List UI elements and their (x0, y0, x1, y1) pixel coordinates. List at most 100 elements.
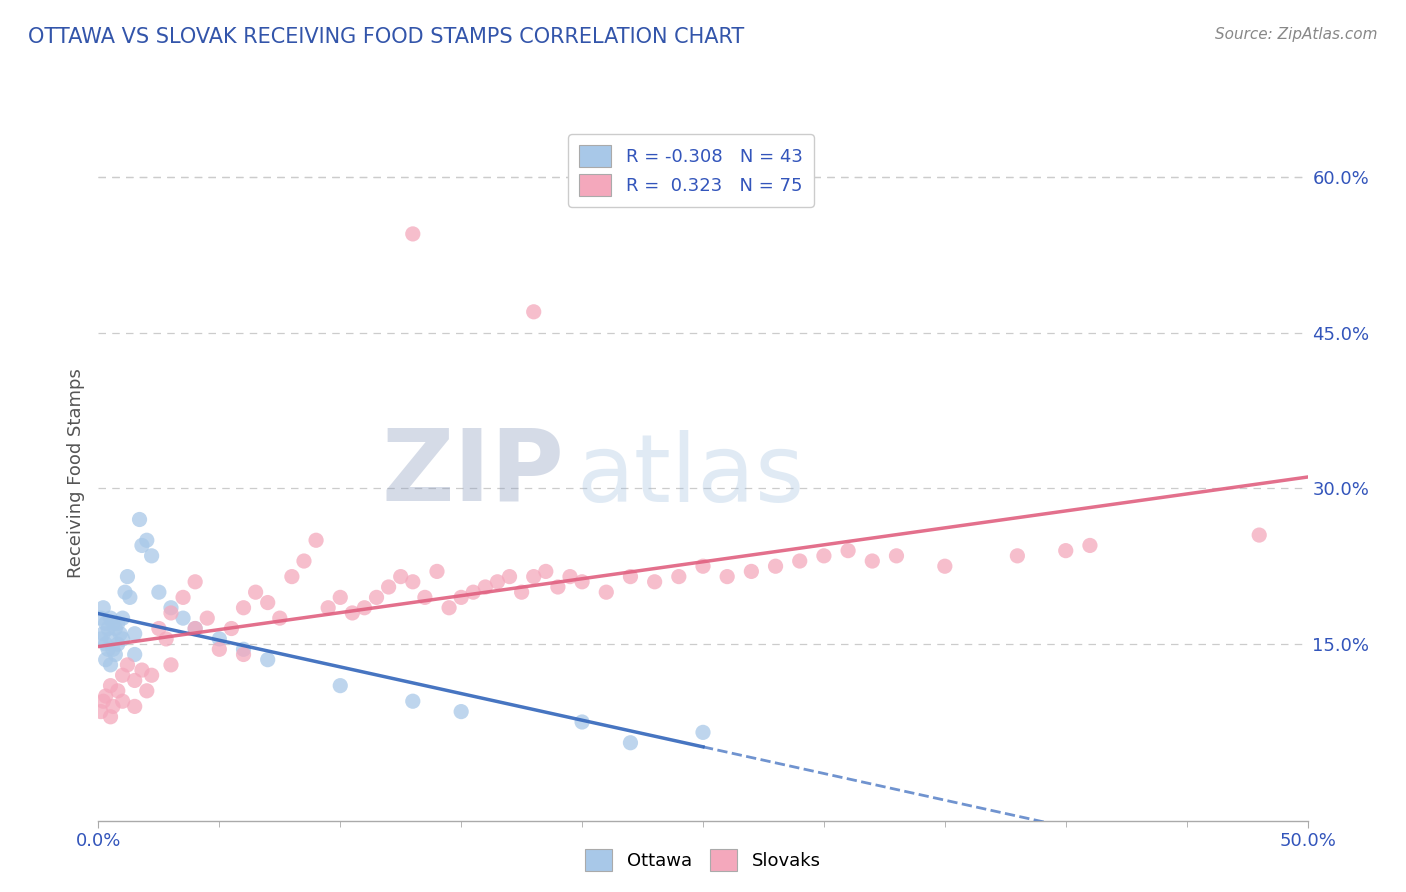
Text: Source: ZipAtlas.com: Source: ZipAtlas.com (1215, 27, 1378, 42)
Point (547, 580, 569, 594)
Point (292, 554, 315, 568)
Point (413, 591, 436, 605)
Point (692, 725, 714, 739)
Point (111, 632, 134, 646)
Point (765, 559, 787, 574)
Text: atlas: atlas (576, 430, 804, 522)
Point (117, 657, 139, 672)
Point (107, 683, 129, 698)
Y-axis label: Receiving Food Stamps: Receiving Food Stamps (66, 368, 84, 578)
Point (172, 591, 194, 605)
Point (141, 668, 163, 682)
Point (104, 622, 127, 636)
Point (91, 626, 114, 640)
Point (402, 694, 425, 708)
Point (837, 543, 859, 558)
Point (245, 585, 267, 599)
Point (316, 600, 339, 615)
Point (101, 699, 124, 714)
Point (107, 637, 129, 651)
Point (97, 642, 120, 657)
Point (208, 632, 231, 646)
Point (305, 533, 328, 548)
Point (118, 591, 141, 605)
Point (789, 554, 811, 568)
Point (100, 657, 122, 672)
Point (208, 642, 231, 657)
Point (595, 585, 617, 599)
Point (1054, 543, 1077, 558)
Point (668, 569, 690, 583)
Point (155, 632, 177, 646)
Point (90, 705, 112, 719)
Point (281, 569, 304, 583)
Point (644, 574, 666, 589)
Point (1078, 538, 1101, 552)
Point (486, 574, 509, 589)
Point (94, 689, 117, 703)
Point (232, 600, 254, 615)
Point (232, 642, 254, 657)
Point (114, 585, 136, 599)
Point (353, 600, 375, 615)
Point (97, 622, 120, 636)
Point (124, 626, 146, 640)
Point (619, 569, 641, 583)
Point (389, 569, 412, 583)
Point (498, 569, 520, 583)
Point (100, 710, 122, 724)
Text: ZIP: ZIP (381, 425, 564, 521)
Point (571, 714, 593, 729)
Point (148, 622, 170, 636)
Point (91, 694, 114, 708)
Point (692, 559, 714, 574)
Point (523, 569, 546, 583)
Legend: R = -0.308   N = 43, R =  0.323   N = 75: R = -0.308 N = 43, R = 0.323 N = 75 (568, 134, 814, 207)
Point (463, 585, 485, 599)
Point (91, 600, 114, 615)
Point (160, 657, 183, 672)
Point (813, 549, 835, 563)
Point (124, 673, 146, 688)
Point (450, 591, 472, 605)
Point (131, 538, 153, 552)
Point (131, 663, 153, 677)
Point (104, 648, 127, 662)
Point (450, 705, 472, 719)
Point (100, 611, 122, 625)
Point (107, 616, 129, 631)
Point (108, 626, 131, 640)
Point (111, 668, 134, 682)
Point (117, 569, 139, 583)
Point (94, 653, 117, 667)
Point (716, 569, 738, 583)
Point (148, 585, 170, 599)
Point (1249, 528, 1271, 542)
Point (619, 736, 641, 750)
Point (558, 569, 581, 583)
Point (135, 533, 157, 548)
Point (124, 648, 146, 662)
Point (437, 600, 460, 615)
Point (256, 596, 278, 610)
Point (256, 653, 278, 667)
Legend: Ottawa, Slovaks: Ottawa, Slovaks (578, 842, 828, 879)
Point (510, 585, 533, 599)
Point (124, 699, 146, 714)
Point (184, 622, 207, 636)
Point (101, 642, 124, 657)
Point (377, 580, 399, 594)
Point (523, 305, 546, 319)
Point (160, 606, 183, 620)
Point (740, 565, 762, 579)
Point (94, 616, 117, 631)
Point (94, 637, 117, 651)
Point (269, 611, 291, 625)
Point (426, 565, 449, 579)
Point (860, 554, 883, 568)
Point (172, 611, 194, 625)
Point (135, 683, 157, 698)
Point (366, 591, 388, 605)
Point (534, 565, 557, 579)
Point (111, 694, 134, 708)
